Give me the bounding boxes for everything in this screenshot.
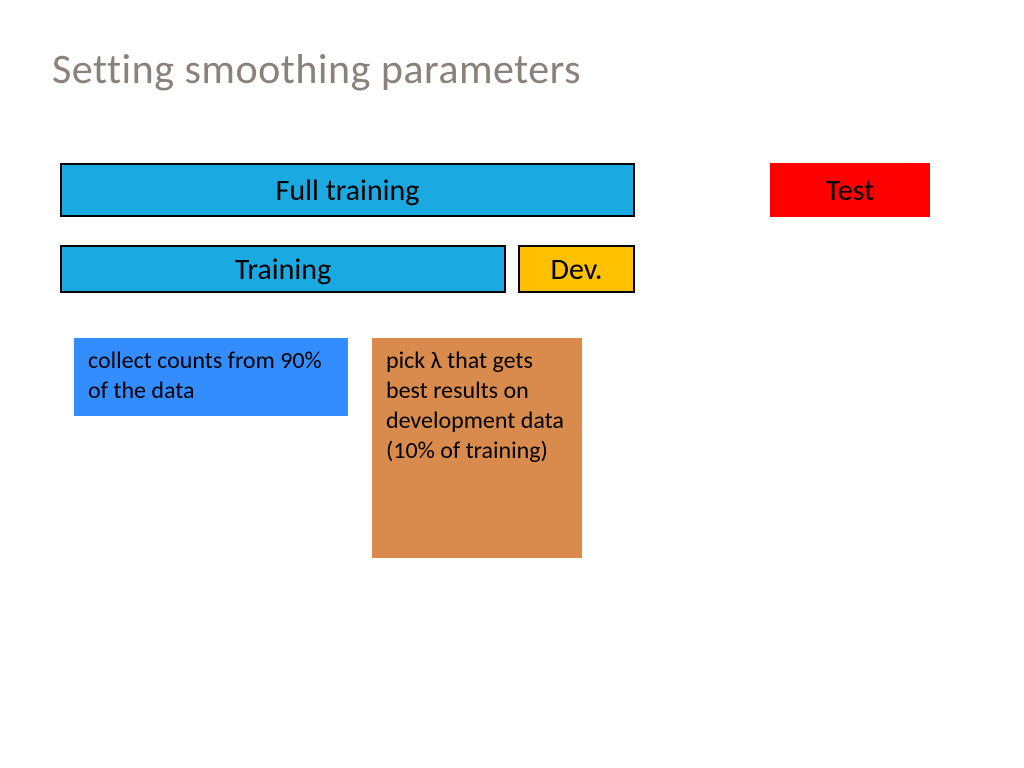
box-training: Training xyxy=(60,245,506,293)
note-pick-lambda: pick λ that gets best results on develop… xyxy=(372,338,582,558)
box-test: Test xyxy=(770,163,930,217)
slide-title: Setting smoothing parameters xyxy=(52,44,581,95)
note-collect-counts: collect counts from 90% of the data xyxy=(74,338,348,416)
box-full-training: Full training xyxy=(60,163,635,217)
slide: Setting smoothing parameters Full traini… xyxy=(0,0,1024,768)
box-dev: Dev. xyxy=(518,245,635,293)
